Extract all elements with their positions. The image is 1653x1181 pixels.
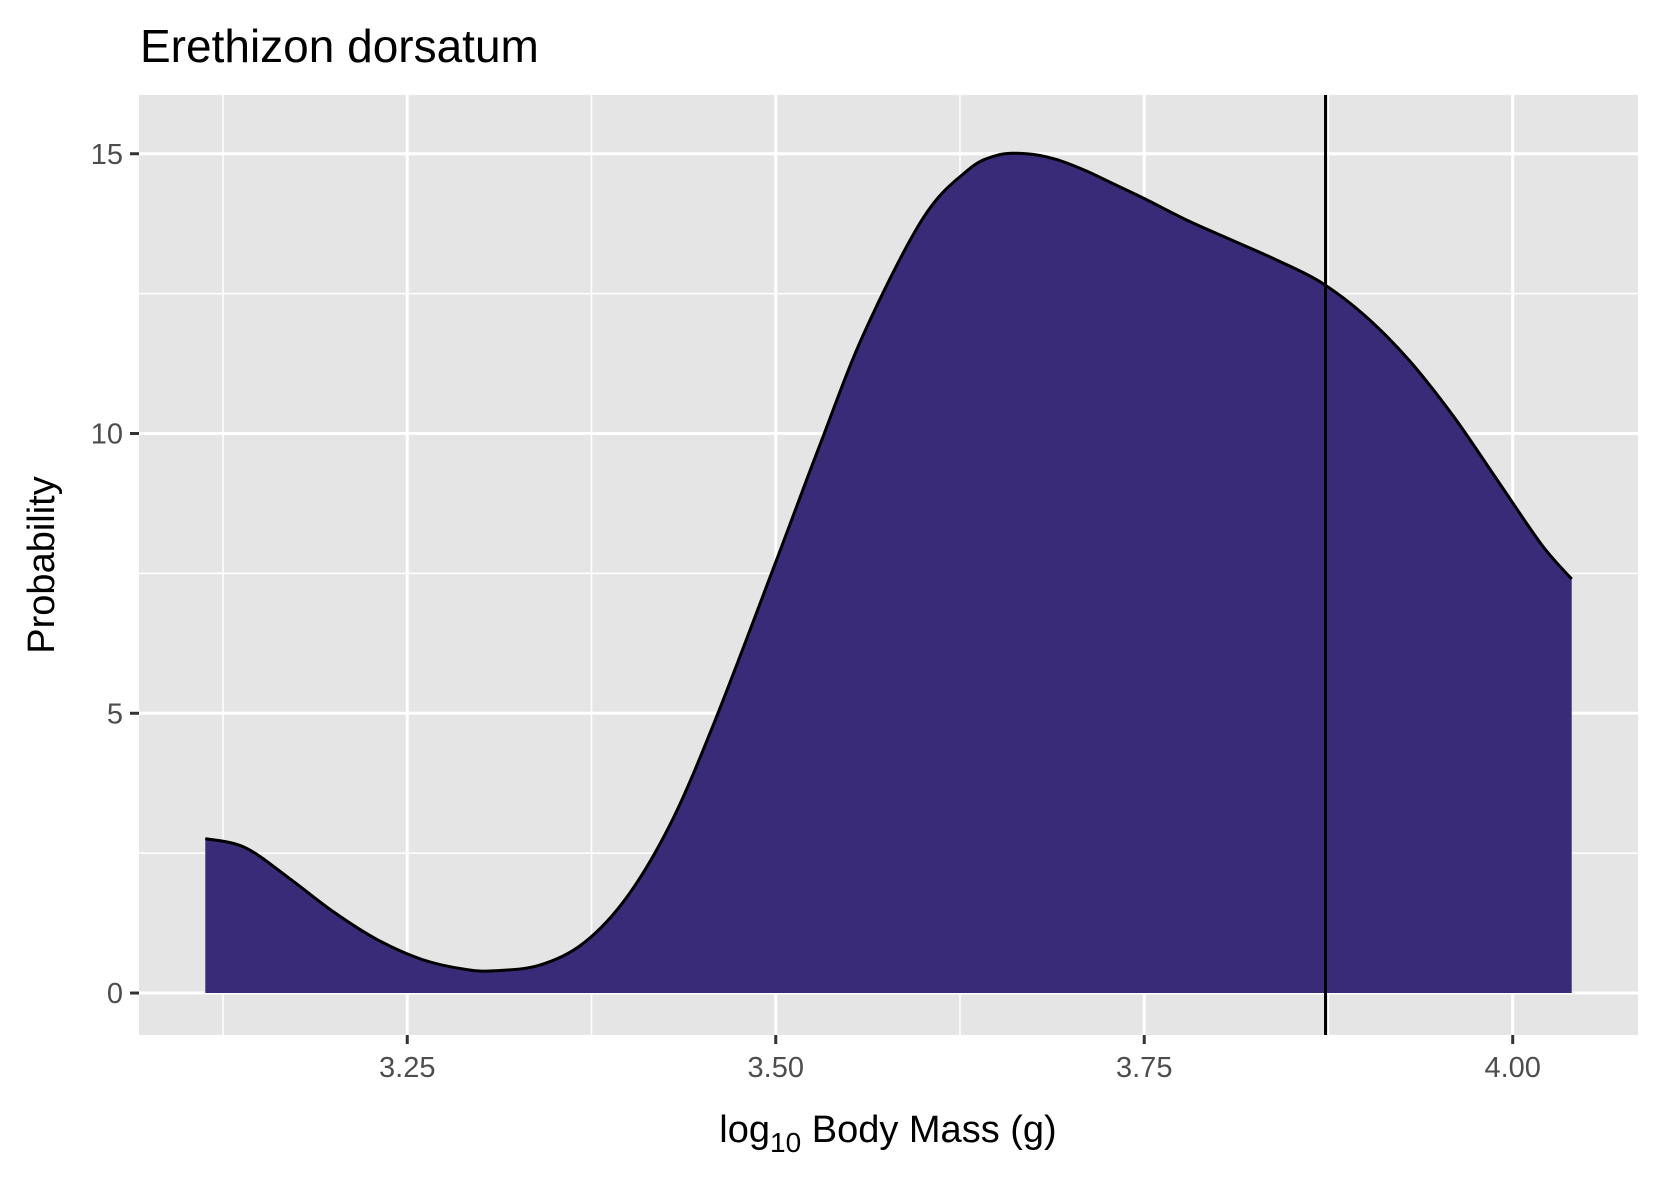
x-tick-label: 4.00 xyxy=(1484,1052,1540,1084)
y-tick-label: 15 xyxy=(91,139,123,171)
y-axis-title: Probability xyxy=(21,476,63,653)
y-axis: 0 5 10 15 xyxy=(91,139,139,1010)
density-curve xyxy=(204,151,1573,973)
x-tick-label: 3.25 xyxy=(379,1052,435,1084)
x-tick-label: 3.75 xyxy=(1116,1052,1172,1084)
density-area xyxy=(205,153,1572,993)
chart-title: Erethizon dorsatum xyxy=(140,20,539,72)
y-tick-label: 5 xyxy=(107,698,123,730)
x-axis: 3.25 3.50 3.75 4.00 xyxy=(379,1035,1541,1084)
x-tick-label: 3.50 xyxy=(748,1052,804,1084)
x-axis-title: log10 Body Mass (g) xyxy=(719,1109,1056,1158)
y-tick-label: 0 xyxy=(107,978,123,1010)
y-tick-label: 10 xyxy=(91,419,123,451)
